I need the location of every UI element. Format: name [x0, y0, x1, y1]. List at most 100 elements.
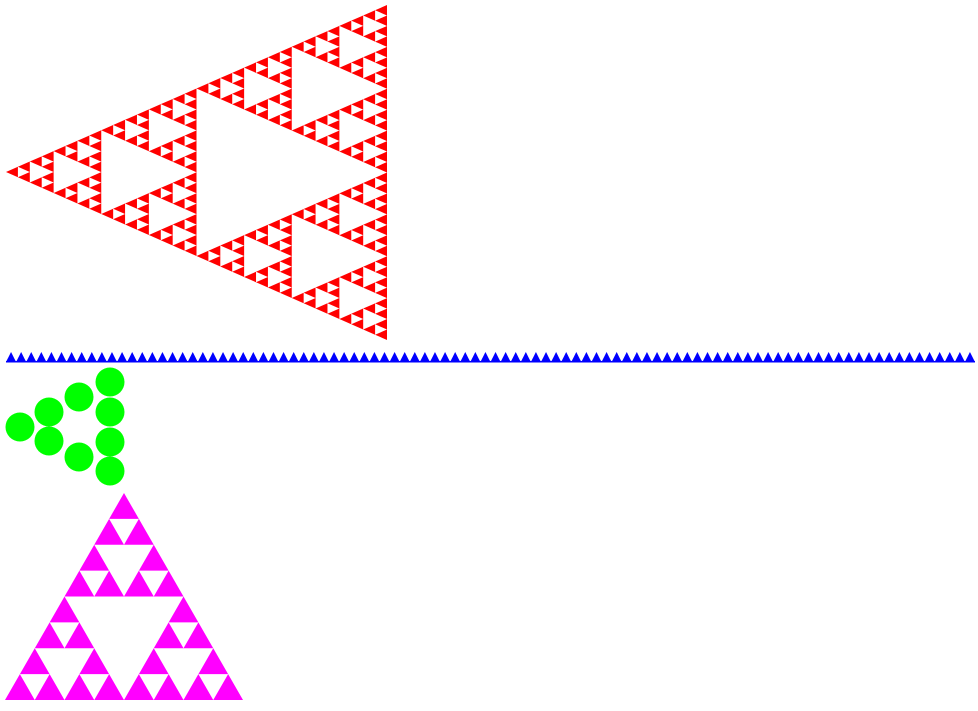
red-fractal-triangle: [279, 277, 292, 288]
magenta-fractal-triangle: [64, 570, 95, 597]
red-fractal-triangle: [363, 303, 376, 314]
green-circle-cluster: [5, 367, 125, 486]
blue-triangle: [601, 352, 612, 362]
red-fractal-triangle: [267, 219, 280, 230]
blue-triangle: [874, 352, 885, 362]
blue-triangle: [732, 352, 743, 362]
red-fractal-triangle: [160, 98, 173, 110]
red-fractal-triangle: [315, 31, 328, 42]
red-fractal-triangle: [339, 104, 352, 115]
blue-triangle: [520, 352, 531, 362]
red-fractal-triangle: [232, 78, 245, 89]
magenta-fractal-triangle: [19, 648, 50, 675]
red-fractal-triangle: [375, 67, 387, 79]
blue-triangle: [147, 352, 158, 362]
red-fractal-triangle: [351, 277, 364, 288]
red-fractal-triangle: [65, 151, 78, 162]
red-fractal-triangle: [244, 271, 257, 283]
blue-triangle: [641, 352, 652, 362]
blue-triangle: [308, 352, 319, 362]
red-fractal-triangle: [220, 240, 233, 251]
magenta-fractal-triangle: [34, 674, 65, 700]
red-fractal-triangle: [89, 140, 102, 152]
red-fractal-triangle: [375, 109, 387, 121]
red-fractal-triangle: [303, 36, 316, 47]
blue-triangle: [419, 352, 430, 362]
red-fractal-triangle: [315, 114, 328, 126]
red-fractal-triangle: [375, 88, 387, 100]
magenta-fractal-triangle: [94, 570, 124, 597]
blue-triangle: [793, 352, 804, 362]
magenta-fractal-triangle: [109, 493, 139, 519]
blue-triangle: [863, 352, 875, 362]
blue-triangle: [914, 352, 925, 362]
red-fractal-triangle: [53, 187, 66, 199]
red-fractal-triangle: [279, 46, 292, 58]
blue-triangle: [652, 352, 663, 362]
red-fractal-triangle: [363, 10, 376, 21]
red-fractal-triangle: [375, 120, 387, 131]
blue-triangle: [904, 352, 915, 362]
red-fractal-triangle: [148, 187, 161, 199]
blue-triangle: [752, 352, 764, 362]
blue-triangle: [783, 352, 794, 362]
red-fractal-triangle: [208, 88, 221, 99]
red-fractal-triangle: [315, 219, 328, 230]
red-fractal-triangle: [279, 224, 292, 236]
red-fractal-triangle: [89, 151, 102, 162]
red-fractal-triangle: [327, 141, 340, 152]
red-fractal-triangle: [172, 156, 185, 167]
red-fractal-triangle: [339, 188, 352, 199]
blue-triangle: [934, 352, 945, 362]
red-fractal-triangle: [375, 5, 387, 16]
red-fractal-triangle: [375, 319, 387, 330]
red-fractal-triangle: [256, 224, 268, 236]
red-fractal-triangle: [160, 193, 173, 204]
blue-triangle: [833, 352, 844, 362]
red-fractal-triangle: [327, 308, 340, 319]
blue-triangle-row: [6, 352, 975, 363]
red-fractal-triangle: [327, 120, 340, 131]
red-fractal-triangle: [256, 277, 268, 288]
blue-triangle: [117, 352, 128, 362]
red-fractal-triangle: [339, 20, 352, 32]
red-fractal-triangle: [327, 298, 340, 309]
blue-triangle: [843, 352, 854, 362]
red-fractal-triangle: [291, 209, 304, 220]
red-fractal-triangle: [351, 224, 364, 236]
red-fractal-triangle: [172, 177, 185, 188]
red-fractal-triangle: [89, 193, 102, 204]
red-fractal-triangle: [375, 203, 387, 215]
red-fractal-triangle: [363, 324, 376, 335]
red-fractal-triangle: [160, 109, 173, 120]
blue-triangle: [581, 352, 592, 362]
red-fractal-triangle: [351, 141, 364, 152]
red-fractal-triangle: [244, 229, 257, 241]
red-fractal-triangle: [267, 261, 280, 272]
blue-triangle: [288, 352, 299, 362]
blue-baseline: [6, 361, 975, 363]
blue-triangle: [611, 352, 622, 362]
red-fractal-triangle: [375, 256, 387, 267]
red-fractal-triangle: [363, 93, 376, 105]
red-fractal-triangle: [89, 203, 102, 214]
red-fractal-triangle: [279, 67, 292, 79]
red-fractal-triangle: [53, 145, 66, 157]
red-fractal-triangle: [375, 329, 387, 340]
red-fractal-triangle: [184, 161, 197, 173]
blue-triangle: [510, 352, 521, 362]
blue-triangle: [964, 352, 975, 362]
green-circle: [64, 442, 94, 472]
red-fractal-triangle: [375, 46, 387, 58]
red-fractal-triangle: [291, 41, 304, 52]
red-fractal-triangle: [172, 240, 185, 251]
green-circle: [34, 397, 64, 427]
red-fractal-triangle: [208, 256, 221, 267]
blue-triangle: [773, 352, 784, 362]
red-fractal-triangle: [6, 166, 18, 178]
blue-triangle: [6, 352, 17, 362]
blue-triangle: [631, 352, 642, 362]
blue-triangle: [187, 352, 198, 362]
blue-triangle: [127, 352, 138, 362]
